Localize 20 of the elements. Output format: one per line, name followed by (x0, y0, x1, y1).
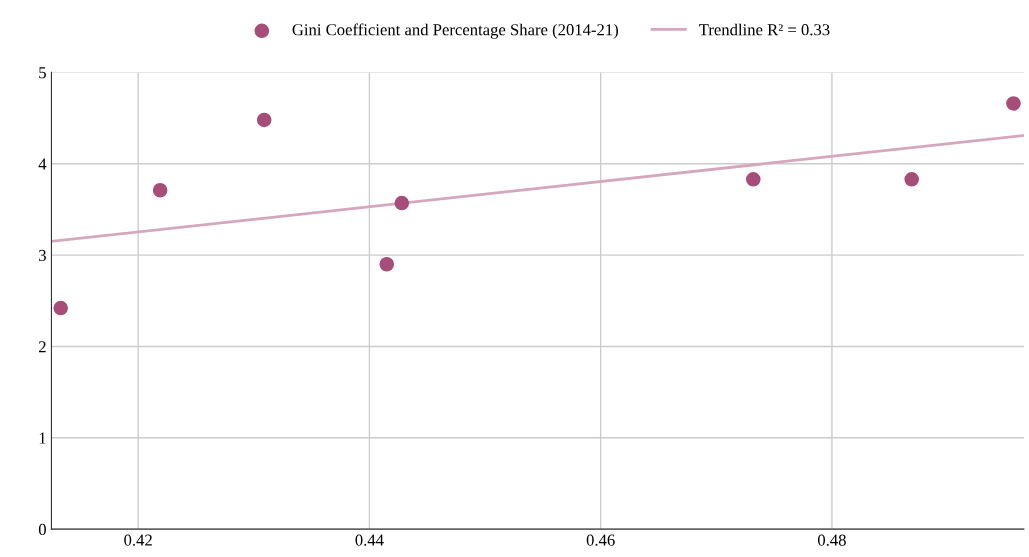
x-tick-label: 0.44 (355, 534, 384, 546)
point (904, 172, 919, 187)
point (394, 195, 410, 211)
point (746, 172, 761, 187)
y-tick-label: 1 (39, 432, 46, 444)
x-tick-label: 0.48 (817, 534, 846, 546)
y-tick-label: 3 (39, 249, 46, 262)
x-tick-label: 0.42 (124, 534, 152, 546)
point (53, 300, 68, 316)
y-tick-label: 5 (39, 67, 46, 79)
legend-label: Trendline R² = 0.33 (699, 23, 830, 36)
point (152, 182, 168, 198)
y-tick-label: 4 (38, 158, 47, 170)
y-tick-label: 2 (38, 341, 46, 353)
legend-label: Gini Coefficient and Percentage Share (2014-21) (292, 23, 619, 39)
point (1006, 96, 1021, 111)
x-tick-label: 0.46 (586, 534, 615, 546)
point (256, 112, 272, 128)
y-tick-label: 0 (38, 523, 46, 536)
point (379, 256, 395, 272)
